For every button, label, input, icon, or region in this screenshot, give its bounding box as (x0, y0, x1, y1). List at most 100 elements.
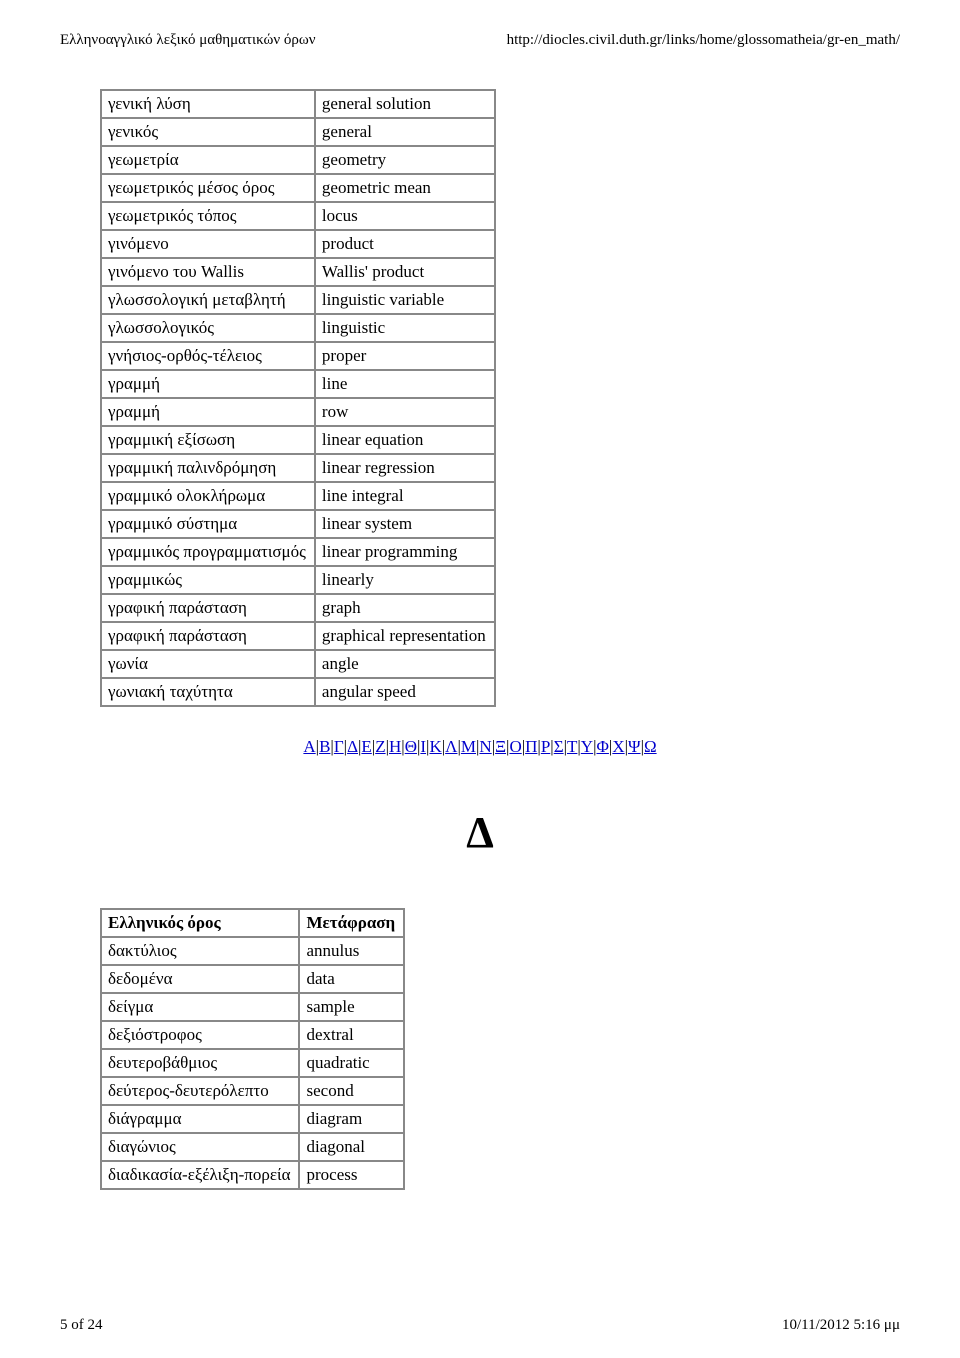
alpha-link-Η[interactable]: Η (389, 737, 401, 756)
english-term: angle (315, 650, 495, 678)
greek-term: γλωσσολογικός (101, 314, 315, 342)
table-row: γραμμική παλινδρόμησηlinear regression (101, 454, 495, 482)
page: Ελληνοαγγλικό λεξικό μαθηματικών όρων ht… (0, 0, 960, 1358)
greek-term: γενική λύση (101, 90, 315, 118)
alpha-link-Ω[interactable]: Ω (644, 737, 657, 756)
alpha-link-Σ[interactable]: Σ (554, 737, 564, 756)
alpha-link-Φ[interactable]: Φ (596, 737, 608, 756)
alpha-link-Λ[interactable]: Λ (445, 737, 457, 756)
greek-term: γεωμετρικός μέσος όρος (101, 174, 315, 202)
table-row: γνήσιος-ορθός-τέλειοςproper (101, 342, 495, 370)
alpha-link-Π[interactable]: Π (525, 737, 537, 756)
english-term: Wallis' product (315, 258, 495, 286)
greek-term: γινόμενο (101, 230, 315, 258)
english-term: dextral (299, 1021, 404, 1049)
english-term: linguistic variable (315, 286, 495, 314)
alphabet-nav: Α|Β|Γ|Δ|Ε|Ζ|Η|Θ|Ι|Κ|Λ|Μ|Ν|Ξ|Ο|Π|Ρ|Σ|Τ|Υ|… (60, 737, 900, 757)
dictionary-table-gamma: γενική λύσηgeneral solutionγενικόςgenera… (100, 89, 496, 707)
alpha-link-Ψ[interactable]: Ψ (628, 737, 641, 756)
greek-term: γενικός (101, 118, 315, 146)
greek-term: γραμμικώς (101, 566, 315, 594)
footer-page-count: 5 of 24 (60, 1317, 103, 1334)
greek-term: γραμμή (101, 398, 315, 426)
greek-term: γλωσσολογική μεταβλητή (101, 286, 315, 314)
greek-term: γραμμικό ολοκλήρωμα (101, 482, 315, 510)
alpha-link-Γ[interactable]: Γ (334, 737, 344, 756)
english-term: graphical representation (315, 622, 495, 650)
alpha-link-Μ[interactable]: Μ (461, 737, 476, 756)
english-term: second (299, 1077, 404, 1105)
page-footer: 5 of 24 10/11/2012 5:16 μμ (60, 1317, 900, 1334)
alpha-link-Ν[interactable]: Ν (479, 737, 491, 756)
col-header-greek: Ελληνικός όρος (101, 909, 299, 937)
greek-term: γραμμικός προγραμματισμός (101, 538, 315, 566)
english-term: locus (315, 202, 495, 230)
alpha-link-Ε[interactable]: Ε (361, 737, 371, 756)
table-row: γραφική παράστασηgraphical representatio… (101, 622, 495, 650)
alpha-link-Β[interactable]: Β (319, 737, 330, 756)
alpha-link-Α[interactable]: Α (303, 737, 315, 756)
english-term: product (315, 230, 495, 258)
english-term: linear programming (315, 538, 495, 566)
greek-term: γραμμική παλινδρόμηση (101, 454, 315, 482)
english-term: row (315, 398, 495, 426)
table-row: γραμμήline (101, 370, 495, 398)
alpha-link-Ζ[interactable]: Ζ (375, 737, 385, 756)
greek-term: δακτύλιος (101, 937, 299, 965)
greek-term: δεδομένα (101, 965, 299, 993)
alpha-link-Τ[interactable]: Τ (567, 737, 577, 756)
english-term: general (315, 118, 495, 146)
table-row: γραμμικός προγραμματισμόςlinear programm… (101, 538, 495, 566)
alpha-link-Ρ[interactable]: Ρ (541, 737, 550, 756)
english-term: annulus (299, 937, 404, 965)
greek-term: γραφική παράσταση (101, 594, 315, 622)
english-term: linear regression (315, 454, 495, 482)
table-row: γραμμικό ολοκλήρωμαline integral (101, 482, 495, 510)
greek-term: διαγώνιος (101, 1133, 299, 1161)
table-row: διάγραμμαdiagram (101, 1105, 404, 1133)
greek-term: γραφική παράσταση (101, 622, 315, 650)
alpha-link-Κ[interactable]: Κ (429, 737, 441, 756)
table-row: γλωσσολογικόςlinguistic (101, 314, 495, 342)
table-row: γραμμήrow (101, 398, 495, 426)
alpha-link-Δ[interactable]: Δ (347, 737, 358, 756)
table-row: γεωμετρίαgeometry (101, 146, 495, 174)
greek-term: διαδικασία-εξέλιξη-πορεία (101, 1161, 299, 1189)
table-row: δακτύλιοςannulus (101, 937, 404, 965)
page-header: Ελληνοαγγλικό λεξικό μαθηματικών όρων ht… (60, 32, 900, 49)
header-right: http://diocles.civil.duth.gr/links/home/… (507, 32, 900, 49)
english-term: line (315, 370, 495, 398)
english-term: proper (315, 342, 495, 370)
table-row: δεδομέναdata (101, 965, 404, 993)
alpha-link-Ο[interactable]: Ο (509, 737, 521, 756)
greek-term: γραμμή (101, 370, 315, 398)
section-letter-delta: Δ (60, 807, 900, 858)
english-term: graph (315, 594, 495, 622)
english-term: quadratic (299, 1049, 404, 1077)
greek-term: γεωμετρικός τόπος (101, 202, 315, 230)
alpha-link-Θ[interactable]: Θ (405, 737, 417, 756)
table-row: γραμμική εξίσωσηlinear equation (101, 426, 495, 454)
table-row: γεωμετρικός τόποςlocus (101, 202, 495, 230)
alpha-link-Χ[interactable]: Χ (612, 737, 624, 756)
english-term: sample (299, 993, 404, 1021)
english-term: linguistic (315, 314, 495, 342)
footer-timestamp: 10/11/2012 5:16 μμ (782, 1317, 900, 1334)
greek-term: δεύτερος-δευτερόλεπτο (101, 1077, 299, 1105)
greek-term: γωνία (101, 650, 315, 678)
dictionary-table-delta: Ελληνικός όροςΜετάφρασηδακτύλιοςannulusδ… (100, 908, 405, 1190)
greek-term: γεωμετρία (101, 146, 315, 174)
table-row: δευτεροβάθμιοςquadratic (101, 1049, 404, 1077)
table-row: γραμμικό σύστημαlinear system (101, 510, 495, 538)
greek-term: δεξιόστροφος (101, 1021, 299, 1049)
table-row: δεύτερος-δευτερόλεπτοsecond (101, 1077, 404, 1105)
alpha-link-Υ[interactable]: Υ (581, 737, 593, 756)
table-row: δεξιόστροφοςdextral (101, 1021, 404, 1049)
alpha-link-Ξ[interactable]: Ξ (495, 737, 506, 756)
table-row: γενικόςgeneral (101, 118, 495, 146)
table-row: γωνιακή ταχύτηταangular speed (101, 678, 495, 706)
table-row: γενική λύσηgeneral solution (101, 90, 495, 118)
english-term: geometric mean (315, 174, 495, 202)
english-term: diagram (299, 1105, 404, 1133)
greek-term: γνήσιος-ορθός-τέλειος (101, 342, 315, 370)
